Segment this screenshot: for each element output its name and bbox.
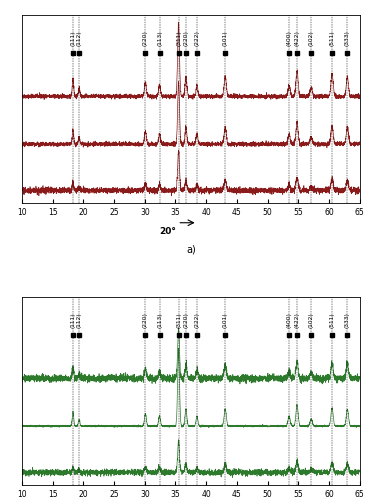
Text: (102): (102) bbox=[309, 312, 314, 328]
Text: (220): (220) bbox=[143, 30, 148, 46]
Text: (113): (113) bbox=[157, 312, 162, 328]
Text: (101): (101) bbox=[223, 312, 228, 328]
Text: a): a) bbox=[186, 244, 196, 254]
Text: (220): (220) bbox=[143, 312, 148, 328]
Text: (113): (113) bbox=[157, 30, 162, 46]
Text: (511): (511) bbox=[330, 312, 335, 328]
Text: (111): (111) bbox=[70, 312, 76, 328]
Text: (112): (112) bbox=[77, 312, 81, 328]
Text: (311): (311) bbox=[176, 312, 181, 328]
Text: (422): (422) bbox=[295, 30, 299, 46]
Text: (112): (112) bbox=[77, 30, 81, 46]
Text: (222): (222) bbox=[195, 312, 200, 328]
Text: (333): (333) bbox=[345, 30, 350, 46]
Text: (400): (400) bbox=[287, 30, 291, 46]
Text: 20°: 20° bbox=[159, 228, 176, 236]
Text: (220): (220) bbox=[184, 312, 188, 328]
Text: (422): (422) bbox=[295, 312, 299, 328]
Text: (111): (111) bbox=[70, 30, 76, 46]
Text: (220): (220) bbox=[184, 30, 188, 46]
Text: (333): (333) bbox=[345, 312, 350, 328]
Text: (400): (400) bbox=[287, 312, 291, 328]
Text: (101): (101) bbox=[223, 30, 228, 46]
Text: (102): (102) bbox=[309, 30, 314, 46]
Text: (311): (311) bbox=[176, 30, 181, 46]
Text: (511): (511) bbox=[330, 30, 335, 46]
Text: (222): (222) bbox=[195, 30, 200, 46]
